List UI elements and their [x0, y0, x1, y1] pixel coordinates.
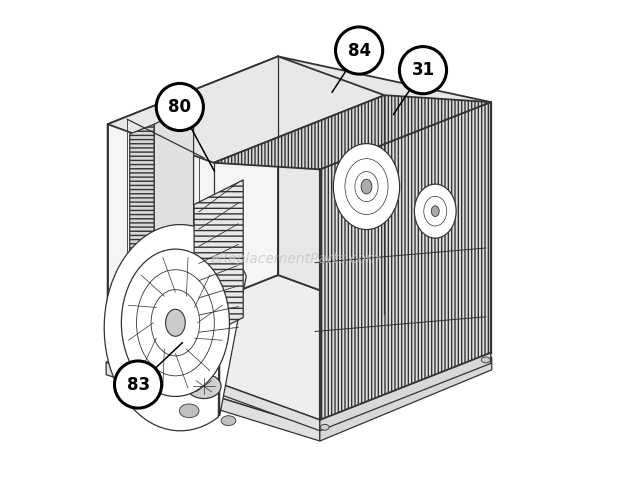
- Polygon shape: [320, 102, 491, 420]
- Text: 31: 31: [412, 61, 435, 79]
- Ellipse shape: [414, 184, 456, 238]
- Polygon shape: [154, 105, 193, 293]
- Polygon shape: [108, 56, 278, 343]
- Polygon shape: [108, 343, 320, 431]
- Polygon shape: [320, 358, 492, 441]
- Text: 80: 80: [168, 98, 192, 116]
- Polygon shape: [106, 291, 492, 429]
- Ellipse shape: [361, 179, 372, 194]
- Ellipse shape: [179, 404, 199, 418]
- Circle shape: [399, 46, 446, 94]
- Ellipse shape: [108, 347, 117, 353]
- Polygon shape: [194, 180, 243, 342]
- Ellipse shape: [187, 374, 221, 399]
- Ellipse shape: [166, 309, 185, 336]
- Polygon shape: [104, 205, 246, 431]
- Text: eReplacementParts.com: eReplacementParts.com: [211, 252, 380, 266]
- Circle shape: [156, 83, 203, 130]
- Polygon shape: [320, 353, 491, 431]
- Polygon shape: [106, 363, 320, 441]
- Ellipse shape: [334, 144, 400, 230]
- Polygon shape: [278, 56, 491, 353]
- Ellipse shape: [221, 416, 236, 425]
- Polygon shape: [108, 275, 491, 420]
- Polygon shape: [130, 124, 154, 303]
- Text: 83: 83: [126, 375, 149, 394]
- Text: 84: 84: [348, 41, 371, 59]
- Ellipse shape: [482, 357, 490, 363]
- Ellipse shape: [122, 249, 229, 397]
- Circle shape: [335, 27, 383, 74]
- Ellipse shape: [210, 386, 218, 392]
- Polygon shape: [214, 95, 491, 169]
- Circle shape: [115, 361, 162, 408]
- Polygon shape: [108, 56, 384, 163]
- Ellipse shape: [432, 206, 439, 216]
- Ellipse shape: [321, 424, 329, 430]
